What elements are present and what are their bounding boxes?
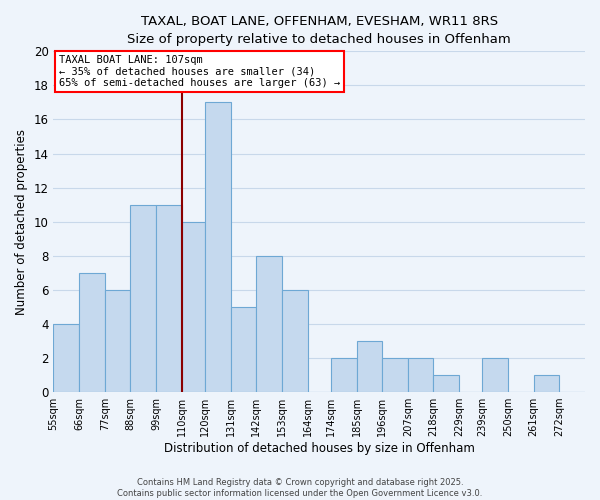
Bar bbox=[482, 358, 508, 392]
Bar bbox=[105, 290, 130, 392]
Bar bbox=[331, 358, 356, 392]
Bar bbox=[130, 204, 156, 392]
X-axis label: Distribution of detached houses by size in Offenham: Distribution of detached houses by size … bbox=[164, 442, 475, 455]
Bar bbox=[433, 375, 459, 392]
Bar bbox=[79, 273, 105, 392]
Bar bbox=[408, 358, 433, 392]
Bar bbox=[534, 375, 559, 392]
Bar bbox=[230, 307, 256, 392]
Text: Contains HM Land Registry data © Crown copyright and database right 2025.
Contai: Contains HM Land Registry data © Crown c… bbox=[118, 478, 482, 498]
Bar bbox=[256, 256, 282, 392]
Bar bbox=[156, 204, 182, 392]
Bar bbox=[205, 102, 230, 392]
Title: TAXAL, BOAT LANE, OFFENHAM, EVESHAM, WR11 8RS
Size of property relative to detac: TAXAL, BOAT LANE, OFFENHAM, EVESHAM, WR1… bbox=[127, 15, 511, 46]
Bar bbox=[182, 222, 205, 392]
Y-axis label: Number of detached properties: Number of detached properties bbox=[15, 128, 28, 314]
Bar bbox=[282, 290, 308, 392]
Bar bbox=[356, 341, 382, 392]
Bar bbox=[382, 358, 408, 392]
Text: TAXAL BOAT LANE: 107sqm
← 35% of detached houses are smaller (34)
65% of semi-de: TAXAL BOAT LANE: 107sqm ← 35% of detache… bbox=[59, 54, 340, 88]
Bar bbox=[53, 324, 79, 392]
